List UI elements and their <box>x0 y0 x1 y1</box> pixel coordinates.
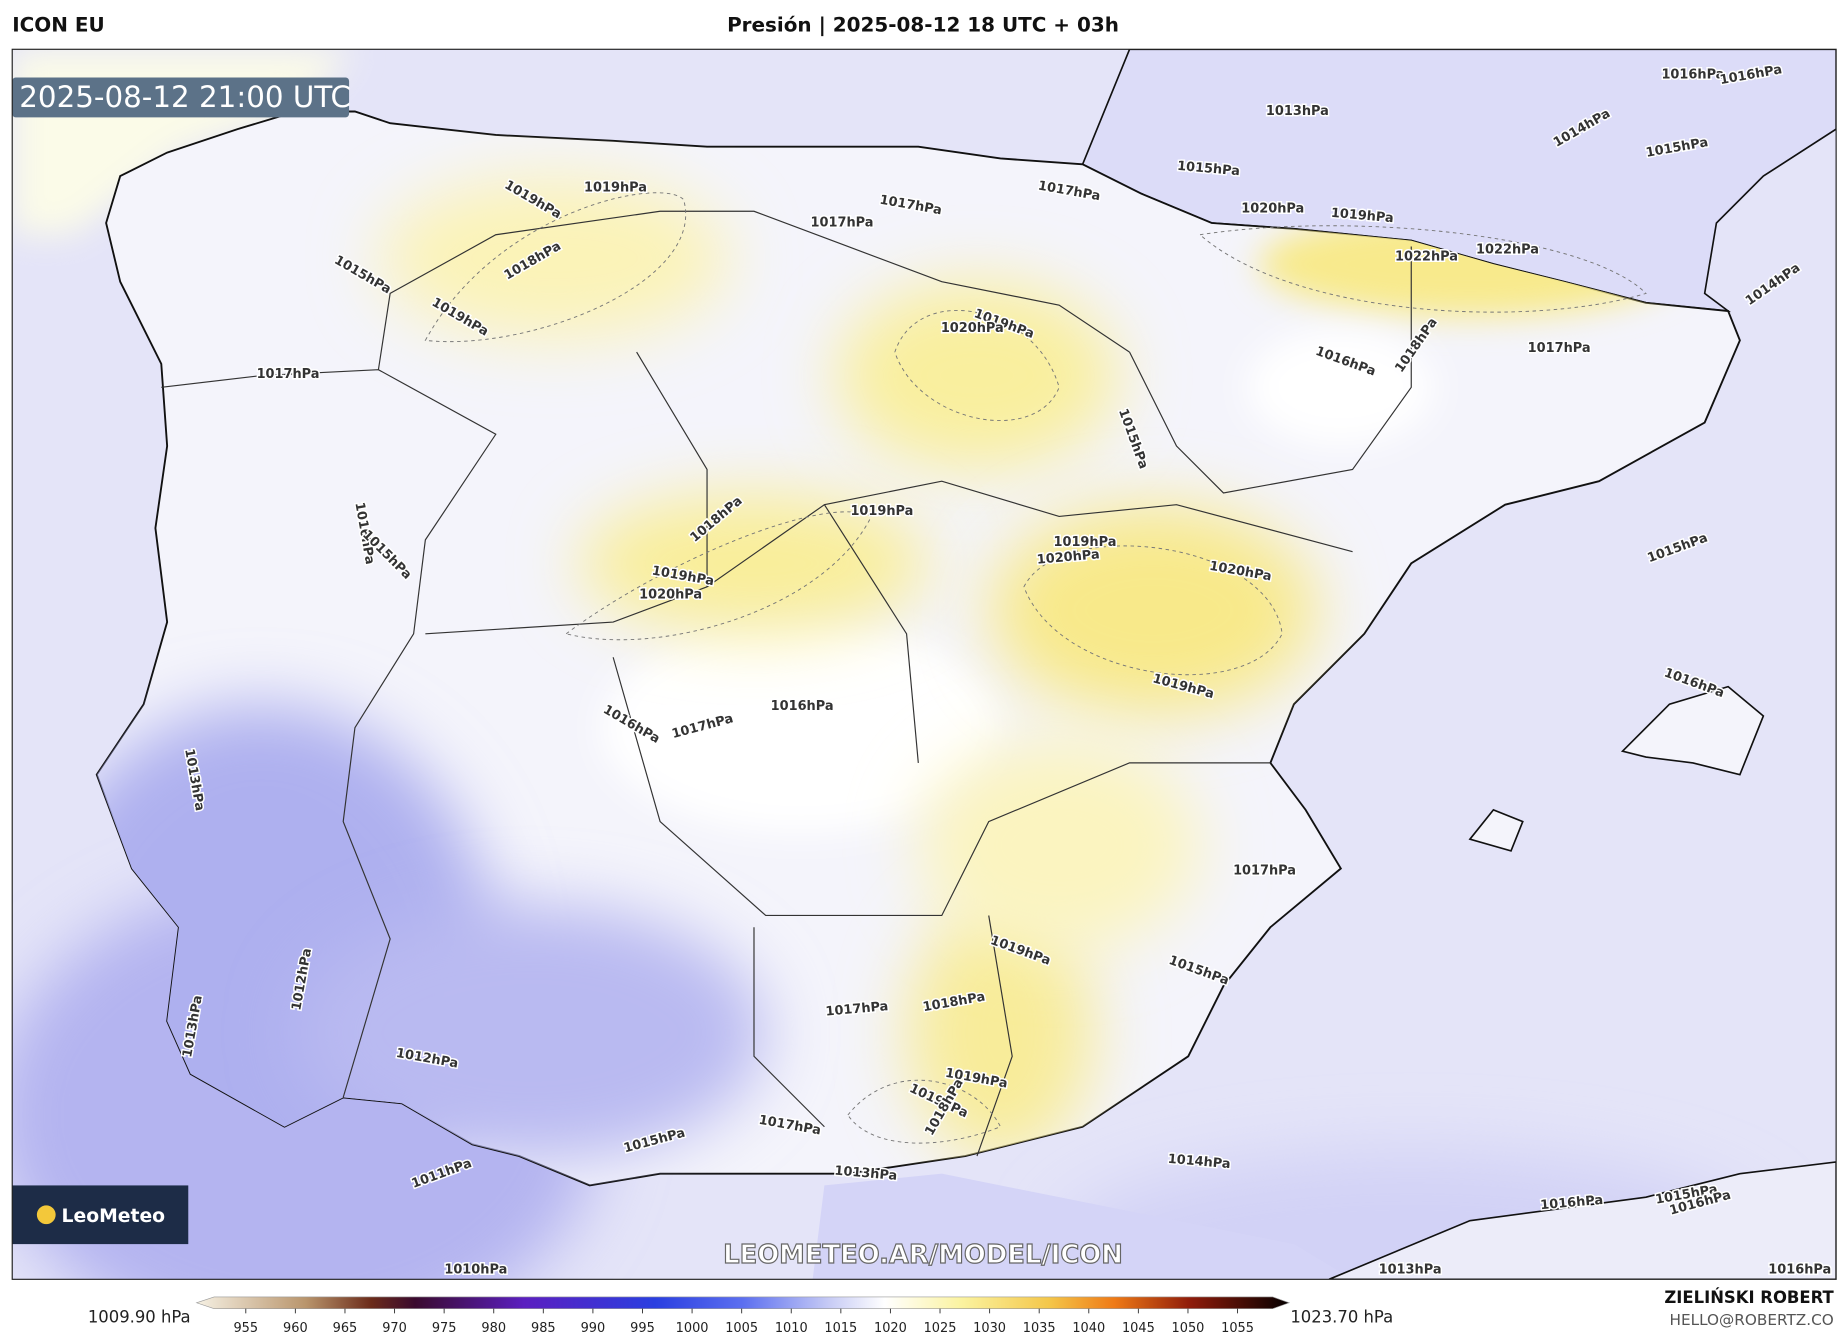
colorbar-tick-label: 985 <box>531 1321 556 1336</box>
colorbar-tick-label: 1015 <box>824 1321 857 1336</box>
contour-label: 1017hPa <box>811 216 874 231</box>
colorbar-max: 1023.70 hPa <box>1290 1308 1393 1327</box>
colorbar-tick-label: 955 <box>233 1321 258 1336</box>
contour-label: 1014hPa <box>1167 1152 1231 1172</box>
map-title: Presión | 2025-08-12 18 UTC + 03h <box>727 13 1119 37</box>
contour-label: 1015hPa <box>1177 159 1241 179</box>
colorbar-tick-label: 1005 <box>725 1321 758 1336</box>
contour-label: 1013hPa <box>834 1164 898 1184</box>
model-name: ICON EU <box>12 13 104 37</box>
contour-label: 1019hPa <box>1053 535 1116 550</box>
contour-label: 1019hPa <box>850 504 913 519</box>
colorbar-tick-label: 970 <box>382 1321 407 1336</box>
colorbar-tick-label: 975 <box>432 1321 457 1336</box>
colorbar-tick-label: 960 <box>283 1321 308 1336</box>
contact: HELLO@ROBERTZ.CO <box>1670 1311 1834 1329</box>
map-frame <box>11 48 1837 1280</box>
colorbar-tick-label: 1050 <box>1172 1321 1205 1336</box>
contour-label: 1017hPa <box>1528 341 1591 356</box>
colorbar-tick-label: 1045 <box>1122 1321 1155 1336</box>
colorbar-tick-label: 1025 <box>924 1321 957 1336</box>
map: 1019hPa 1019hPa1018hPa1015hPa1019hPa1017h… <box>12 49 1837 1280</box>
colorbar-bar <box>195 1296 1291 1309</box>
colorbar-tick-label: 1010 <box>775 1321 808 1336</box>
contour-label: 1020hPa <box>941 321 1004 336</box>
contour-label: 1013hPa <box>1379 1262 1442 1277</box>
watermark: LEOMETEO.AR/MODEL/ICON <box>723 1240 1123 1270</box>
contour-label: 1020hPa <box>639 588 702 603</box>
valid-time: 2025-08-12 21:00 UTC <box>19 80 351 114</box>
isobars <box>424 192 1647 1144</box>
contour-label: 1016hPa <box>1661 68 1724 83</box>
contour-label: 1022hPa <box>1476 243 1539 258</box>
contour-label: 1019hPa <box>584 180 647 195</box>
logo-sun <box>36 1205 56 1225</box>
contour-label: 1017hPa <box>825 999 889 1019</box>
colorbar-tick-label: 1055 <box>1221 1321 1254 1336</box>
colorbar-tick-label: 1000 <box>676 1321 709 1336</box>
colorbar-tick-label: 980 <box>481 1321 506 1336</box>
author: ZIELIŃSKI ROBERT <box>1664 1288 1834 1307</box>
contour-label: 1020hPa <box>1241 201 1304 216</box>
colorbar-min: 1009.90 hPa <box>88 1308 191 1327</box>
contour-label: 1016hPa <box>771 699 834 714</box>
colorbar-tick-label: 1040 <box>1072 1321 1105 1336</box>
contour-label: 1016hPa <box>1540 1193 1604 1213</box>
time-box <box>12 77 350 118</box>
borders <box>161 210 1412 1157</box>
contour-label: 1020hPa <box>1036 547 1100 567</box>
land-africa <box>812 1173 1353 1280</box>
logo: LeoMeteo <box>62 1206 166 1227</box>
colorbar-tick-label: 965 <box>333 1321 358 1336</box>
mallorca <box>1620 685 1765 776</box>
contour-label: 1017hPa <box>257 367 320 382</box>
contour-label: 1010hPa <box>444 1262 507 1277</box>
contour-label: 1019hPa <box>1330 206 1394 226</box>
land-africa-east <box>1328 1161 1837 1280</box>
contour-label: 1013hPa <box>1266 104 1329 119</box>
colorbar-tick-label: 1035 <box>1023 1321 1056 1336</box>
colorbar-tick-label: 1020 <box>874 1321 907 1336</box>
contour-label: 1022hPa <box>1395 250 1458 265</box>
colorbar-tick-label: 995 <box>630 1321 655 1336</box>
contour-label: 1016hPa <box>1768 1262 1831 1277</box>
ibiza <box>1468 808 1524 852</box>
colorbar: 1009.90 hPa 1023.70 hPa 955 960 965 970 975 9… <box>88 1296 1393 1336</box>
colorbar-tick-label: 990 <box>581 1321 606 1336</box>
contour-label: 1017hPa <box>1233 863 1296 878</box>
colorbar-tick-label: 1030 <box>973 1321 1006 1336</box>
